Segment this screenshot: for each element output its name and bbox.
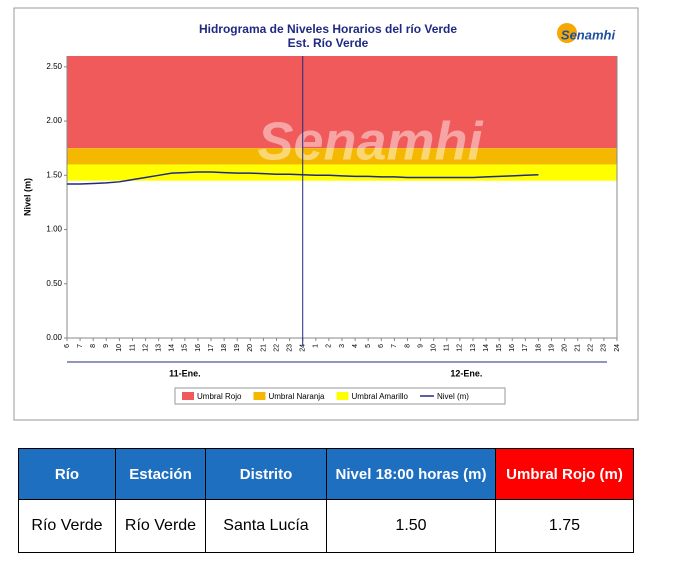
legend-label: Nivel (m): [437, 392, 469, 401]
logo-sun: [557, 23, 577, 43]
x-tick-label: 2: [326, 344, 333, 348]
chart-subtitle: Est. Río Verde: [288, 36, 369, 50]
x-tick-label: 24: [614, 344, 621, 352]
table-cell: 1.50: [326, 499, 496, 553]
legend-label: Umbral Amarillo: [352, 392, 409, 401]
table-header: Estación: [115, 448, 206, 500]
x-tick-label: 13: [156, 344, 163, 352]
x-tick-label: 9: [103, 344, 110, 348]
x-tick-label: 20: [247, 344, 254, 352]
table: Río Estación Distrito Nivel 18:00 horas …: [18, 448, 634, 553]
threshold-band: [67, 148, 617, 165]
x-tick-label: 12: [457, 344, 464, 352]
x-tick-label: 21: [260, 344, 267, 352]
table-cell: 1.75: [495, 499, 634, 553]
x-tick-label: 6: [378, 344, 385, 348]
table-header: Río: [18, 448, 116, 500]
legend-swatch: [253, 392, 266, 400]
x-tick-label: 5: [365, 344, 372, 348]
table-header: Nivel 18:00 horas (m): [326, 448, 496, 500]
x-tick-label: 16: [195, 344, 202, 352]
x-tick-label: 20: [561, 344, 568, 352]
x-tick-label: 14: [169, 344, 176, 352]
chart: Hidrograma de Niveles Horarios del río V…: [13, 7, 639, 421]
x-tick-label: 13: [470, 344, 477, 352]
x-tick-label: 21: [575, 344, 582, 352]
table-cell: Río Verde: [18, 499, 116, 553]
x-tick-label: 14: [483, 344, 490, 352]
x-tick-label: 18: [535, 344, 542, 352]
x-tick-label: 18: [221, 344, 228, 352]
legend-swatch: [336, 392, 349, 400]
group-label: 12-Ene.: [450, 368, 482, 378]
legend-swatch: [182, 392, 194, 400]
x-tick-label: 11: [444, 344, 451, 351]
threshold-band: [67, 56, 617, 149]
x-tick-label: 10: [116, 344, 123, 352]
y-tick-label: 2.50: [46, 62, 62, 71]
legend-label: Umbral Rojo: [197, 392, 242, 401]
x-tick-label: 17: [208, 344, 215, 352]
x-tick-label: 19: [548, 344, 555, 352]
x-tick-label: 15: [496, 344, 503, 352]
watermark: Senamhi: [257, 111, 483, 171]
logo: Senamhi: [561, 27, 616, 42]
y-axis-label: Nivel (m): [22, 178, 32, 216]
x-tick-label: 7: [77, 344, 84, 348]
table-cell: Santa Lucía: [205, 499, 327, 553]
x-tick-label: 12: [142, 344, 149, 352]
x-tick-label: 3: [339, 344, 346, 348]
x-tick-label: 23: [286, 344, 293, 352]
x-tick-label: 4: [352, 344, 359, 348]
table-header: Umbral Rojo (m): [495, 448, 634, 500]
x-tick-label: 16: [509, 344, 516, 352]
x-tick-label: 1: [313, 344, 320, 348]
group-label: 11-Ene.: [169, 368, 201, 378]
line-series: [67, 171, 539, 185]
x-tick-label: 17: [522, 344, 529, 352]
y-tick-label: 1.00: [46, 225, 62, 234]
table-header: Distrito: [205, 448, 327, 500]
y-tick-label: 0.50: [46, 279, 62, 288]
x-tick-label: 11: [129, 344, 136, 351]
chart-title: Hidrograma de Niveles Horarios del río V…: [199, 22, 457, 36]
y-tick-label: 2.00: [46, 116, 62, 125]
x-tick-label: 10: [431, 344, 438, 352]
x-tick-label: 6: [64, 344, 71, 348]
legend-label: Umbral Naranja: [268, 392, 325, 401]
x-tick-label: 24: [300, 344, 307, 352]
y-tick-label: 0.00: [46, 333, 62, 342]
y-tick-label: 1.50: [46, 170, 62, 179]
x-tick-label: 23: [601, 344, 608, 352]
x-tick-label: 19: [234, 344, 241, 352]
x-tick-label: 8: [404, 344, 411, 348]
x-tick-label: 7: [391, 344, 398, 348]
table-cell: Río Verde: [115, 499, 206, 553]
x-tick-label: 15: [182, 344, 189, 352]
x-tick-label: 22: [273, 344, 280, 352]
x-tick-label: 9: [417, 344, 424, 348]
x-tick-label: 22: [588, 344, 595, 352]
x-tick-label: 8: [90, 344, 97, 348]
